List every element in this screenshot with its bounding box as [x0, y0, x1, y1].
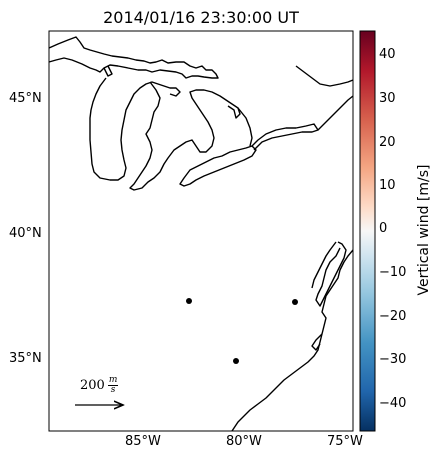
map-frame — [48, 30, 354, 432]
chesapeake-bay-shore — [315, 241, 347, 307]
st-lawrence-shore — [317, 95, 354, 131]
lake-erie-shore — [179, 145, 257, 187]
figure-title: 2014/01/16 23:30:00 UT — [103, 8, 299, 27]
colorbar-tick-30: 30 — [379, 91, 396, 106]
station-markers — [186, 298, 298, 364]
scale-arrow-label: 200 m s — [80, 375, 119, 395]
station-marker-2 — [292, 299, 298, 305]
lake-superior-shore — [48, 36, 219, 79]
colorbar-tick-neg30: −30 — [379, 352, 407, 367]
colorbar-tick-40: 40 — [379, 47, 396, 62]
coastlines — [48, 36, 354, 432]
colorbar-tick-0: 0 — [379, 221, 388, 236]
colorbar-tick-neg20: −20 — [379, 309, 407, 324]
atlantic-coast — [231, 249, 354, 432]
lake-michigan-shore — [89, 77, 181, 181]
lon-label-80: 80°W — [226, 434, 262, 449]
outer-banks-shore — [311, 333, 323, 351]
station-marker-1 — [186, 298, 192, 304]
lat-label-35: 35°N — [9, 351, 42, 366]
delaware-bay-shore — [311, 241, 337, 289]
lat-label-45: 45°N — [9, 91, 42, 106]
colorbar-tick-20: 20 — [379, 135, 396, 150]
colorbar — [359, 30, 376, 432]
keweenaw-shore — [103, 65, 113, 77]
lon-label-75: 75°W — [327, 434, 363, 449]
bruce-peninsula-shore — [237, 107, 253, 147]
lon-label-85: 85°W — [125, 434, 161, 449]
colorbar-tick-10: 10 — [379, 178, 396, 193]
lake-ontario-shore — [251, 123, 319, 151]
colorbar-tick-neg10: −10 — [379, 265, 407, 280]
colorbar-tick-neg40: −40 — [379, 396, 407, 411]
upper-shoreline-east — [295, 65, 354, 87]
scale-arrow-unit: m s — [107, 375, 119, 395]
lat-label-40: 40°N — [9, 226, 42, 241]
station-marker-3 — [233, 358, 239, 364]
lake-huron-shore — [129, 81, 241, 191]
